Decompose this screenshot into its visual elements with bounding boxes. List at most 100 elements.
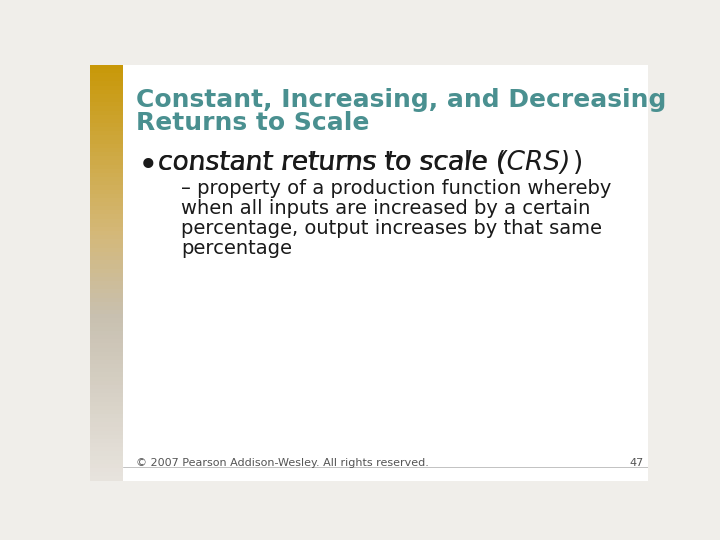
Bar bbox=[90, 443, 122, 447]
Bar bbox=[90, 410, 122, 414]
Bar bbox=[90, 165, 122, 168]
Bar bbox=[90, 148, 122, 152]
Bar bbox=[90, 364, 122, 368]
Bar bbox=[90, 73, 122, 77]
Bar bbox=[90, 140, 122, 144]
Bar bbox=[90, 418, 122, 422]
Bar bbox=[90, 294, 122, 298]
Bar bbox=[90, 435, 122, 439]
Bar bbox=[90, 464, 122, 468]
Bar bbox=[90, 169, 122, 173]
Text: constant returns to scale (​CRS​): constant returns to scale (​CRS​) bbox=[158, 150, 570, 176]
Bar bbox=[90, 451, 122, 456]
Bar bbox=[90, 406, 122, 410]
Bar bbox=[90, 127, 122, 131]
Bar bbox=[90, 119, 122, 123]
Bar bbox=[90, 256, 122, 260]
Bar bbox=[90, 231, 122, 235]
Bar bbox=[90, 389, 122, 393]
Bar bbox=[90, 223, 122, 227]
Bar bbox=[90, 160, 122, 165]
Bar bbox=[90, 414, 122, 418]
Bar bbox=[90, 468, 122, 472]
Bar bbox=[90, 343, 122, 348]
Bar bbox=[90, 248, 122, 252]
Bar bbox=[90, 190, 122, 194]
Bar bbox=[90, 244, 122, 248]
Bar bbox=[90, 302, 122, 306]
Text: Constant, Increasing, and Decreasing: Constant, Increasing, and Decreasing bbox=[137, 88, 667, 112]
Bar bbox=[90, 422, 122, 427]
Bar bbox=[90, 289, 122, 294]
Bar bbox=[90, 393, 122, 397]
Bar bbox=[90, 298, 122, 302]
Bar bbox=[90, 335, 122, 339]
Bar bbox=[90, 385, 122, 389]
Text: •: • bbox=[138, 150, 158, 184]
Bar bbox=[90, 322, 122, 327]
Text: – property of a production function whereby: – property of a production function wher… bbox=[181, 179, 612, 198]
Bar bbox=[90, 156, 122, 160]
Bar bbox=[90, 373, 122, 377]
Bar bbox=[90, 368, 122, 373]
Bar bbox=[90, 90, 122, 94]
Bar bbox=[90, 98, 122, 102]
Bar bbox=[90, 319, 122, 322]
Bar bbox=[90, 136, 122, 140]
Text: percentage: percentage bbox=[181, 239, 292, 258]
Bar bbox=[90, 273, 122, 277]
Bar bbox=[90, 360, 122, 364]
Text: 47: 47 bbox=[630, 458, 644, 468]
Bar bbox=[90, 402, 122, 406]
Bar bbox=[90, 306, 122, 310]
Bar bbox=[90, 94, 122, 98]
Bar bbox=[90, 348, 122, 352]
Bar bbox=[90, 227, 122, 231]
Bar bbox=[90, 69, 122, 73]
Bar bbox=[90, 381, 122, 385]
Bar bbox=[90, 239, 122, 244]
Bar bbox=[90, 427, 122, 431]
Bar bbox=[90, 277, 122, 281]
Bar bbox=[90, 106, 122, 111]
Bar bbox=[90, 285, 122, 289]
Bar bbox=[90, 265, 122, 268]
Bar bbox=[90, 198, 122, 202]
Bar bbox=[90, 460, 122, 464]
Bar bbox=[90, 111, 122, 114]
Text: Returns to Scale: Returns to Scale bbox=[137, 111, 370, 135]
Text: when all inputs are increased by a certain: when all inputs are increased by a certa… bbox=[181, 199, 591, 218]
Bar bbox=[90, 268, 122, 273]
Bar bbox=[90, 235, 122, 239]
Bar bbox=[90, 356, 122, 360]
Bar bbox=[90, 85, 122, 90]
Bar bbox=[90, 281, 122, 285]
Bar bbox=[90, 173, 122, 177]
Bar bbox=[90, 260, 122, 265]
Bar bbox=[90, 177, 122, 181]
Bar bbox=[90, 214, 122, 219]
Bar bbox=[90, 181, 122, 185]
Bar bbox=[90, 202, 122, 206]
Text: percentage, output increases by that same: percentage, output increases by that sam… bbox=[181, 219, 603, 238]
Bar bbox=[90, 352, 122, 356]
Bar bbox=[90, 431, 122, 435]
Bar bbox=[90, 194, 122, 198]
Bar bbox=[90, 131, 122, 136]
Bar bbox=[90, 397, 122, 402]
Bar bbox=[90, 252, 122, 256]
Bar bbox=[90, 339, 122, 343]
Bar bbox=[90, 377, 122, 381]
Text: © 2007 Pearson Addison-Wesley. All rights reserved.: © 2007 Pearson Addison-Wesley. All right… bbox=[137, 458, 429, 468]
Bar bbox=[90, 439, 122, 443]
Bar bbox=[90, 65, 122, 69]
Bar bbox=[90, 472, 122, 476]
Bar bbox=[90, 219, 122, 223]
Bar bbox=[90, 211, 122, 214]
Bar bbox=[90, 123, 122, 127]
Bar bbox=[90, 102, 122, 106]
Bar bbox=[90, 476, 122, 481]
Bar bbox=[90, 314, 122, 319]
Bar bbox=[90, 310, 122, 314]
Text: constant returns to scale (        ): constant returns to scale ( ) bbox=[158, 150, 583, 176]
